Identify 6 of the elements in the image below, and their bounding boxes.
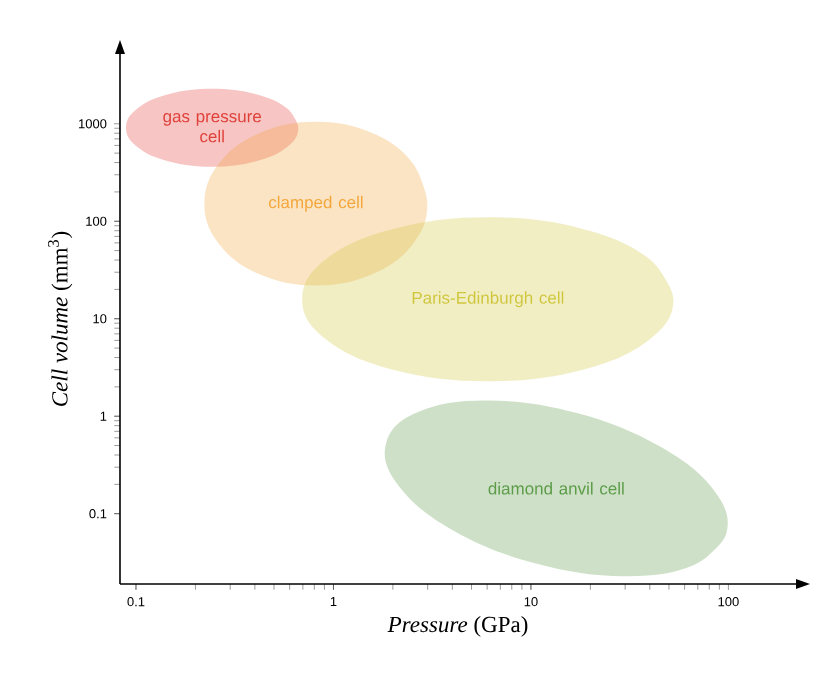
x-axis-title: Pressure (GPa)	[387, 615, 528, 637]
series-label: diamond anvil cell	[488, 482, 624, 495]
series-label: clamped cell	[268, 195, 363, 212]
series-label: gas pressure cell	[163, 113, 262, 143]
series-label: Paris-Edinburgh cell	[412, 291, 564, 308]
y-axis-title: Cell volume (mm$^{3}$)	[48, 231, 73, 406]
